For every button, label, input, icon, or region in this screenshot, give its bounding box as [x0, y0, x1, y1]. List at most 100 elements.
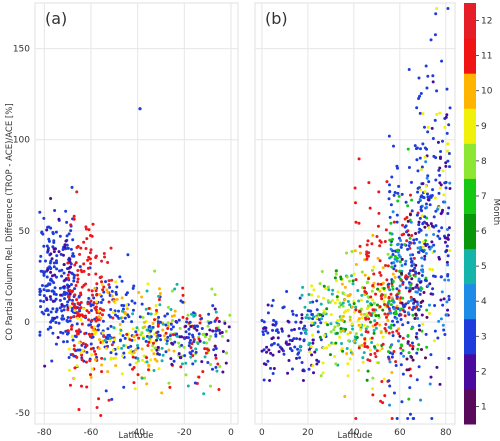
data-point [310, 312, 314, 316]
x-tick-label: 0 [259, 428, 265, 438]
data-point [139, 333, 143, 337]
data-point [417, 230, 421, 234]
data-point [381, 266, 385, 270]
data-point [187, 332, 191, 336]
data-point [397, 184, 401, 188]
data-point [54, 310, 58, 314]
data-point [65, 340, 69, 344]
data-point [416, 190, 420, 194]
data-point [424, 160, 428, 164]
data-point [45, 275, 49, 279]
data-point [50, 257, 54, 261]
data-point [42, 288, 46, 292]
data-point [336, 298, 340, 302]
data-point [321, 371, 325, 375]
data-point [221, 350, 225, 354]
data-point [67, 232, 71, 236]
data-point [165, 339, 169, 343]
x-tick-label: -40 [130, 428, 145, 438]
data-point [98, 307, 102, 311]
data-point [165, 312, 169, 316]
data-point [427, 180, 431, 184]
data-point [335, 331, 339, 335]
data-point [436, 207, 440, 211]
data-point [420, 273, 424, 277]
data-point [391, 210, 395, 214]
data-point [260, 349, 264, 353]
data-point [84, 247, 88, 251]
data-point [441, 139, 445, 143]
data-point [322, 296, 326, 300]
data-point [413, 274, 417, 278]
data-point [378, 244, 382, 248]
data-point [76, 330, 80, 334]
data-point [66, 261, 70, 265]
data-point [71, 298, 75, 302]
data-point [122, 304, 126, 308]
colorbar-segment [464, 73, 476, 109]
data-point [262, 333, 266, 337]
data-point [439, 298, 443, 302]
data-point [397, 253, 401, 257]
data-point [357, 368, 361, 372]
data-point [77, 407, 81, 411]
data-point [423, 278, 427, 282]
data-point [69, 247, 73, 251]
data-point [377, 190, 381, 194]
data-point [116, 346, 120, 350]
data-point [350, 274, 354, 278]
data-point [214, 353, 218, 357]
data-point [292, 327, 296, 331]
data-point [365, 314, 369, 318]
colorbar-segment [464, 38, 476, 74]
data-point [319, 321, 323, 325]
data-point [350, 305, 354, 309]
data-point [73, 309, 77, 313]
data-point [102, 252, 106, 256]
panel-a: -80 -60 -40 -20 0 -50 0 50 100 150 (a) Latitude [13, 2, 239, 441]
data-point [417, 343, 421, 347]
data-point [330, 292, 334, 296]
data-point [384, 329, 388, 333]
data-point [166, 321, 170, 325]
data-point [390, 284, 394, 288]
data-point [386, 355, 390, 359]
data-point [410, 198, 414, 202]
data-point [424, 233, 428, 237]
data-point [445, 300, 449, 304]
data-point [375, 349, 379, 353]
data-point [399, 307, 403, 311]
data-point [127, 315, 131, 319]
data-point [316, 325, 320, 329]
data-point [413, 266, 417, 270]
data-point [368, 348, 372, 352]
data-point [440, 290, 444, 294]
data-point [272, 341, 276, 345]
data-point [158, 303, 162, 307]
data-point [298, 344, 302, 348]
data-point [398, 260, 402, 264]
data-point [412, 305, 416, 309]
data-point [424, 64, 428, 68]
colorbar-segment [464, 3, 476, 39]
colorbar-tick-label: 9 [481, 122, 487, 132]
data-point [102, 334, 106, 338]
data-point [409, 283, 413, 287]
data-point [262, 378, 266, 382]
x-tick-label: -20 [177, 428, 192, 438]
data-point [318, 335, 322, 339]
data-point [392, 307, 396, 311]
data-point [369, 320, 373, 324]
data-point [417, 250, 421, 254]
data-point [266, 303, 270, 307]
data-point [55, 254, 59, 258]
data-point [65, 234, 69, 238]
data-point [88, 257, 92, 261]
data-point [388, 215, 392, 219]
data-point [443, 200, 447, 204]
data-point [400, 271, 404, 275]
data-point [66, 315, 70, 319]
data-point [386, 304, 390, 308]
data-point [290, 367, 294, 371]
data-point [224, 329, 228, 333]
